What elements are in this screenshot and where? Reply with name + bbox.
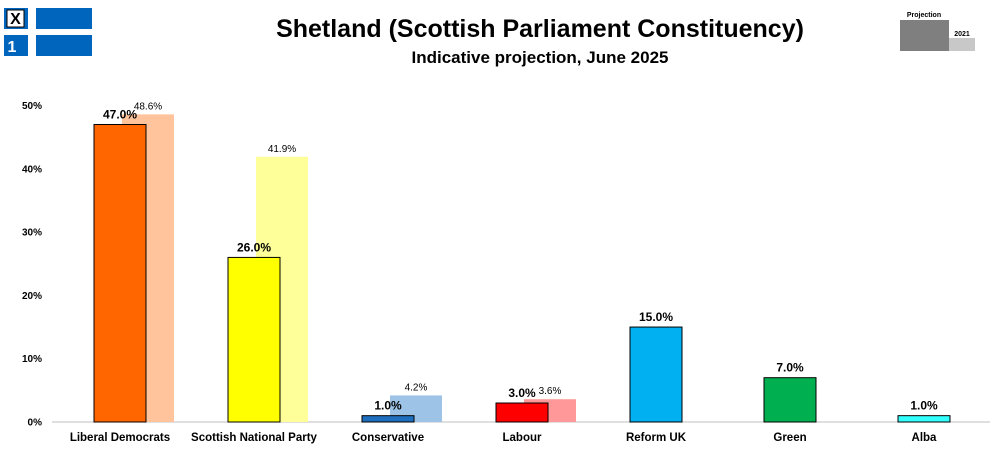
y-tick-label: 10% xyxy=(22,354,42,365)
data-label-2021: 48.6% xyxy=(134,101,162,112)
legend: Projection 2021 xyxy=(900,12,975,51)
legend-projection-label: Projection xyxy=(907,12,941,19)
chart-title: Shetland (Scottish Parliament Constituen… xyxy=(276,15,804,43)
data-label-projection: 1.0% xyxy=(910,399,938,413)
legend-projection-swatch xyxy=(900,20,949,51)
y-tick-label: 40% xyxy=(22,164,42,175)
category-label: Conservative xyxy=(352,432,424,444)
y-tick-label: 50% xyxy=(22,101,42,112)
data-label-projection: 1.0% xyxy=(374,399,402,413)
data-label-projection: 47.0% xyxy=(103,107,137,121)
bar-projection xyxy=(93,123,147,423)
category-label: Scottish National Party xyxy=(191,432,317,444)
category-label: Green xyxy=(773,432,806,444)
bar-projection xyxy=(495,402,549,423)
bar-projection xyxy=(629,326,683,423)
bar-projection xyxy=(763,377,817,423)
ballot-flag-icon: X 1 xyxy=(4,8,92,56)
legend-previous-swatch xyxy=(949,38,975,51)
data-label-projection: 7.0% xyxy=(776,361,804,375)
data-label-2021: 3.6% xyxy=(539,386,562,397)
category-label: Alba xyxy=(912,432,938,444)
data-label-2021: 41.9% xyxy=(268,144,296,155)
data-label-projection: 3.0% xyxy=(508,386,536,400)
y-axis: 0% 10% 20% 30% 40% 50% xyxy=(22,101,42,429)
category-label: Labour xyxy=(503,432,542,444)
bar-projection xyxy=(227,256,281,423)
y-tick-label: 30% xyxy=(22,228,42,239)
data-label-projection: 26.0% xyxy=(237,240,271,254)
flag-bottom-left xyxy=(4,35,28,56)
category-labels: Liberal Democrats Scottish National Party… xyxy=(70,432,937,444)
y-tick-label: 20% xyxy=(22,291,42,302)
bar-projection xyxy=(361,415,415,423)
bar-projection xyxy=(897,415,951,423)
data-label-projection: 15.0% xyxy=(639,310,673,324)
ballot-box xyxy=(6,9,25,28)
legend-previous-label: 2021 xyxy=(954,31,970,38)
y-tick-label: 0% xyxy=(28,418,43,429)
ballot-number: 1 xyxy=(8,39,17,56)
category-label: Reform UK xyxy=(626,432,687,444)
ballot-x-mark: X xyxy=(10,11,21,28)
data-label-2021: 4.2% xyxy=(405,382,428,393)
flag-bottom-right xyxy=(36,35,92,56)
category-label: Liberal Democrats xyxy=(70,432,170,444)
flag-top-right xyxy=(36,8,92,29)
bars: 48.6%47.0%41.9%26.0%4.2%1.0%3.6%3.0%15.0… xyxy=(93,101,951,423)
chart-subtitle: Indicative projection, June 2025 xyxy=(412,48,669,67)
